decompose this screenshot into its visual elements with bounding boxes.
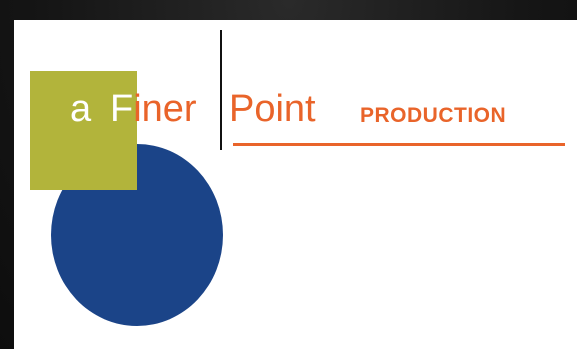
logo-word-finer-rest: iner bbox=[133, 88, 197, 130]
logo-card: a Finer Point PRODUCTION bbox=[14, 20, 577, 349]
logo-word-production: PRODUCTION bbox=[360, 104, 507, 127]
green-square-shape bbox=[30, 71, 137, 190]
vertical-divider-line bbox=[220, 30, 222, 150]
logo-word-point: Point bbox=[229, 88, 316, 130]
logo-word-finer: Finer bbox=[110, 90, 197, 128]
logo-letter-f: F bbox=[110, 88, 134, 130]
logo-word-a: a bbox=[70, 88, 92, 130]
orange-underline bbox=[233, 143, 565, 146]
